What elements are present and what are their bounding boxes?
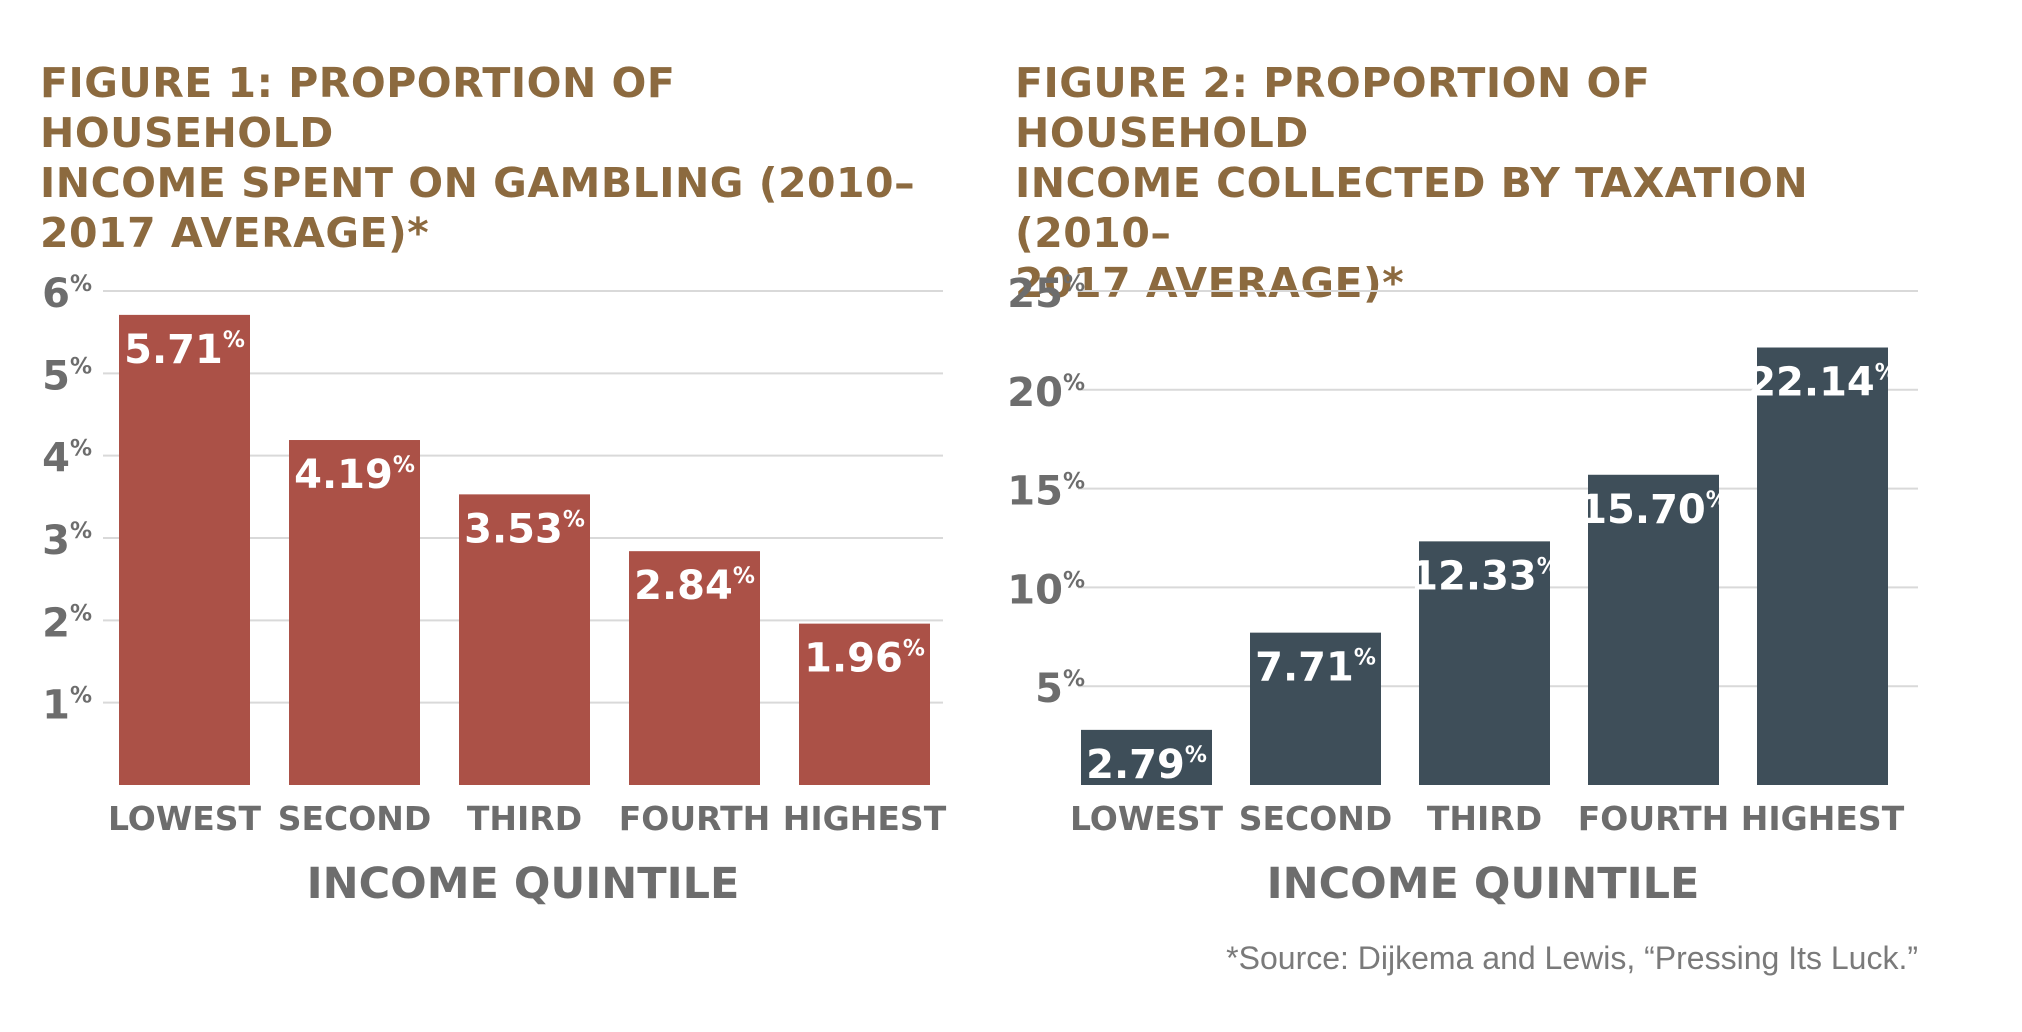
- y-tick-label: 3%: [42, 518, 92, 564]
- category-label: HIGHEST: [783, 799, 947, 838]
- y-tick-label: 15%: [1007, 469, 1085, 515]
- category-label: FOURTH: [1578, 799, 1729, 838]
- y-tick-label: 6%: [42, 271, 92, 317]
- y-tick-label: 25%: [1007, 271, 1085, 317]
- category-label: SECOND: [1239, 799, 1393, 838]
- bar-value-label: 5.71%: [124, 327, 245, 373]
- y-tick-label: 1%: [42, 683, 92, 729]
- bar-value-label: 7.71%: [1255, 645, 1376, 691]
- category-label: SECOND: [278, 799, 432, 838]
- bar-third: [1419, 541, 1550, 785]
- bar-value-label: 2.84%: [634, 563, 755, 609]
- category-label: THIRD: [467, 799, 582, 838]
- category-label: THIRD: [1427, 799, 1542, 838]
- bar-highest: [799, 623, 930, 785]
- bar-second: [289, 440, 420, 785]
- y-tick-label: 4%: [42, 436, 92, 482]
- bar-lowest: [1081, 729, 1212, 785]
- y-tick-label: 2%: [42, 600, 92, 646]
- y-tick-label: 5%: [1035, 666, 1085, 712]
- bar-value-label: 3.53%: [464, 506, 585, 552]
- bar-value-label: 22.14%: [1748, 360, 1897, 406]
- bar-fourth: [629, 551, 760, 785]
- bar-lowest: [119, 314, 250, 785]
- category-label: LOWEST: [108, 799, 262, 838]
- bar-value-label: 1.96%: [804, 636, 925, 682]
- figure-1-chart: 1% 2% 3% 4% 5% 6% 5.71% LOWEST 4.19% SECOND 3.53% T…: [42, 271, 947, 909]
- bar-value-label: 4.19%: [294, 452, 415, 498]
- bar-value-label: 15.70%: [1579, 487, 1728, 533]
- x-axis-title: INCOME QUINTILE: [307, 859, 740, 909]
- bar-fourth: [1588, 474, 1719, 785]
- category-label: LOWEST: [1070, 799, 1224, 838]
- source-note: *Source: Dijkema and Lewis, “Pressing It…: [1226, 940, 1918, 976]
- category-label: HIGHEST: [1741, 799, 1905, 838]
- x-axis-title: INCOME QUINTILE: [1267, 859, 1700, 909]
- y-tick-label: 10%: [1007, 567, 1085, 613]
- y-tick-label: 5%: [42, 353, 92, 399]
- bar-second: [1250, 632, 1381, 785]
- bar-value-label: 12.33%: [1410, 553, 1559, 599]
- figure-2-title: FIGURE 2: PROPORTION OF HOUSEHOLD INCOME…: [1015, 59, 1809, 307]
- y-tick-label: 20%: [1007, 370, 1085, 416]
- bar-value-label: 2.79%: [1086, 742, 1207, 788]
- figure-1-title: FIGURE 1: PROPORTION OF HOUSEHOLD INCOME…: [40, 59, 916, 257]
- bar-highest: [1757, 347, 1888, 785]
- category-label: FOURTH: [619, 799, 770, 838]
- bar-third: [459, 494, 590, 785]
